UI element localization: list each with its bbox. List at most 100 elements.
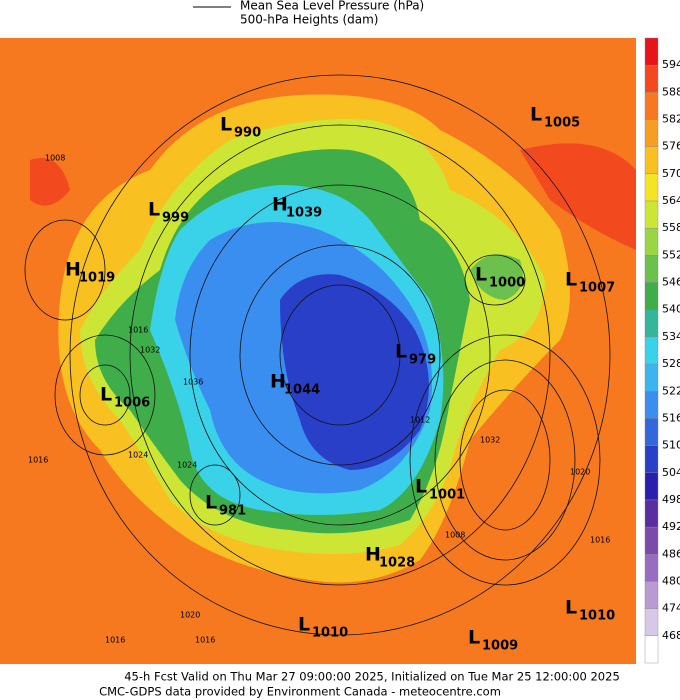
colorbar-label: 552 <box>662 248 680 261</box>
warm-patch <box>30 143 636 250</box>
system-pressure: 981 <box>219 504 246 519</box>
colorbar-label: 468 <box>662 629 680 642</box>
colorbar-swatch <box>644 554 659 582</box>
colorbar-swatch <box>644 119 659 147</box>
colorbar-label: 474 <box>662 602 680 615</box>
colorbar-swatch <box>644 173 659 202</box>
colorbar-swatch <box>644 64 659 93</box>
colorbar-label: 540 <box>662 303 680 316</box>
system-letter: L <box>100 384 112 406</box>
system-letter: L <box>530 104 542 126</box>
contour-label: 1024 <box>177 461 197 470</box>
low-patch <box>470 254 523 300</box>
colorbar-swatch <box>644 581 659 609</box>
colorbar-swatch <box>644 391 659 419</box>
contour-label: 1024 <box>128 451 148 460</box>
map <box>0 38 636 664</box>
colorbar-label: 480 <box>662 574 680 587</box>
system-pressure: 1028 <box>379 556 415 571</box>
system-letter: H <box>365 544 381 566</box>
contour-label: 1016 <box>590 536 610 545</box>
system-letter: L <box>205 492 217 514</box>
system-pressure: 1006 <box>114 396 150 411</box>
colorbar-label: 522 <box>662 384 680 397</box>
system-letter: L <box>298 614 310 636</box>
system-pressure: 990 <box>234 126 261 141</box>
contour-label: 1020 <box>180 611 200 620</box>
contour-label: 1008 <box>445 531 465 540</box>
contour-label: 1032 <box>140 346 160 355</box>
system-letter: H <box>272 194 288 216</box>
colorbar-label: 570 <box>662 167 680 180</box>
contour-label: 1020 <box>570 468 590 477</box>
colorbar-label: 594 <box>662 58 680 71</box>
colorbar-label: 504 <box>662 466 680 479</box>
colorbar-label: 492 <box>662 520 680 533</box>
contour-label: 1016 <box>28 456 48 465</box>
colorbar-label: 510 <box>662 439 680 452</box>
system-pressure: 1039 <box>286 206 322 221</box>
colorbar-swatch <box>644 445 659 473</box>
colorbar-swatch <box>644 309 659 338</box>
system-letter: L <box>565 597 577 619</box>
system-letter: L <box>415 476 427 498</box>
colorbar-swatch <box>644 635 659 664</box>
colorbar-label: 516 <box>662 411 680 424</box>
system-letter: L <box>148 199 160 221</box>
legend-heights: 500-hPa Heights (dam) <box>240 13 378 27</box>
colorbar-swatch <box>644 472 659 501</box>
system-pressure: 1010 <box>312 626 348 641</box>
colorbar-label: 534 <box>662 330 680 343</box>
contour-label: 1032 <box>480 436 500 445</box>
colorbar-swatch <box>644 37 659 66</box>
colorbar-swatch <box>644 418 659 446</box>
contour-label: 1036 <box>183 378 203 387</box>
colorbar-label: 576 <box>662 140 680 153</box>
system-pressure: 999 <box>162 211 189 226</box>
contour-label: 1016 <box>128 326 148 335</box>
colorbar-label: 588 <box>662 85 680 98</box>
system-letter: L <box>395 341 407 363</box>
system-pressure: 1001 <box>429 488 465 503</box>
colorbar-swatch <box>644 363 659 392</box>
colorbar-label: 558 <box>662 221 680 234</box>
colorbar-swatch <box>644 282 659 310</box>
system-pressure: 1019 <box>79 271 115 286</box>
contour-label: 1008 <box>45 154 65 163</box>
system-pressure: 979 <box>409 353 436 368</box>
contour-label: 1016 <box>105 636 125 645</box>
system-letter: L <box>220 114 232 136</box>
system-pressure: 1000 <box>489 276 525 291</box>
system-letter: L <box>475 264 487 286</box>
system-pressure: 1005 <box>544 116 580 131</box>
colorbar-swatch <box>644 526 659 555</box>
isobars <box>24 74 611 636</box>
system-pressure: 1009 <box>482 639 518 654</box>
system-pressure: 1044 <box>284 383 320 398</box>
colorbar-swatch <box>644 200 659 229</box>
system-letter: L <box>468 627 480 649</box>
colorbar-label: 564 <box>662 194 680 207</box>
system-letter: H <box>270 371 286 393</box>
system-pressure: 1010 <box>579 609 615 624</box>
colorbar-label: 498 <box>662 493 680 506</box>
legend-mslp: Mean Sea Level Pressure (hPa) <box>240 0 424 13</box>
colorbar-swatch <box>644 499 659 528</box>
system-letter: L <box>565 269 577 291</box>
footer-valid: 45-h Fcst Valid on Thu Mar 27 09:00:00 2… <box>124 670 620 684</box>
colorbar-label: 528 <box>662 357 680 370</box>
contour-label: 1012 <box>410 416 430 425</box>
colorbar-label: 582 <box>662 113 680 126</box>
contour-label: 1016 <box>195 636 215 645</box>
colorbar-label: 546 <box>662 276 680 289</box>
band-504 <box>280 274 429 470</box>
colorbar-swatch <box>644 255 659 283</box>
colorbar-swatch <box>644 608 659 637</box>
colorbar-label: 486 <box>662 547 680 560</box>
colorbar-swatch <box>644 92 659 120</box>
system-pressure: 1007 <box>579 281 615 296</box>
colorbar-swatch <box>644 336 659 365</box>
footer-credit: CMC-GDPS data provided by Environment Ca… <box>99 685 501 699</box>
colorbar-swatch <box>644 228 659 256</box>
